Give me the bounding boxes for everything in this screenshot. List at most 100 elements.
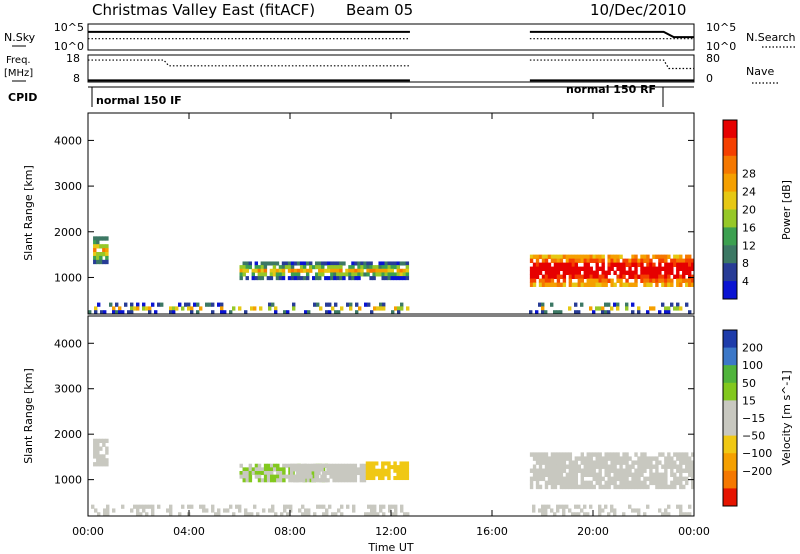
beam-label: Beam 05	[346, 1, 413, 19]
range-gate-cell	[217, 512, 221, 517]
range-gate-cell	[628, 258, 632, 264]
range-gate-cell	[304, 508, 308, 513]
range-gate-cell	[217, 508, 221, 513]
range-gate-cell	[631, 254, 635, 260]
range-gate-cell	[562, 460, 567, 465]
range-gate-cell	[679, 266, 683, 272]
y-tick-label: 3000	[54, 383, 82, 396]
range-gate-cell	[307, 512, 311, 517]
range-gate-cell	[577, 464, 582, 469]
range-gate-cell	[601, 456, 605, 461]
range-gate-cell	[190, 306, 194, 311]
range-gate-cell	[541, 302, 545, 307]
range-gate-cell	[286, 512, 290, 517]
range-gate-cell	[290, 471, 294, 476]
range-gate-cell	[399, 461, 403, 466]
range-gate-cell	[263, 474, 268, 479]
range-gate-cell	[341, 474, 345, 479]
range-gate-cell	[553, 460, 558, 465]
range-gate-cell	[553, 452, 558, 457]
range-gate-cell	[112, 306, 116, 311]
range-gate-cell	[676, 504, 680, 509]
range-gate-cell	[550, 508, 554, 513]
range-gate-cell	[535, 456, 540, 461]
range-gate-cell	[314, 463, 318, 468]
range-gate-cell	[556, 452, 561, 457]
range-gate-cell	[667, 306, 671, 311]
range-gate-cell	[571, 270, 576, 275]
range-gate-cell	[279, 471, 283, 476]
range-gate-cell	[166, 508, 170, 513]
range-gate-cell	[315, 261, 319, 266]
range-gate-cell	[329, 463, 333, 468]
range-gate-cell	[322, 512, 326, 517]
range-gate-cell	[529, 266, 534, 272]
range-gate-cell	[589, 258, 593, 264]
freq-strip: Freq. [MHz] 18 8 80 0 Nave	[4, 52, 778, 85]
range-gate-cell	[571, 282, 576, 287]
range-gate-cell	[544, 472, 549, 478]
range-gate-cell	[359, 467, 364, 472]
range-gate-cell	[239, 268, 243, 273]
range-gate-cell	[405, 465, 410, 470]
range-gate-cell	[568, 464, 573, 469]
x-axis: 00:00 04:00 08:00 12:00 16:00 20:00 00:00 Time…	[72, 113, 710, 554]
range-gate-cell	[637, 484, 641, 490]
range-gate-cell	[535, 254, 540, 260]
range-gate-cell	[610, 476, 614, 482]
range-gate-cell	[670, 480, 674, 486]
range-gate-cell	[260, 268, 265, 273]
range-gate-cell	[679, 504, 683, 509]
range-gate-cell	[538, 302, 542, 307]
range-gate-cell	[643, 452, 647, 457]
range-gate-cell	[631, 302, 635, 307]
range-gate-cell	[529, 480, 534, 486]
nave-tick-top: 80	[706, 52, 720, 65]
range-gate-cell	[538, 456, 543, 461]
range-gate-cell	[102, 438, 106, 444]
range-gate-cell	[169, 306, 173, 311]
range-gate-cell	[288, 463, 292, 468]
range-gate-cell	[248, 265, 252, 270]
range-gate-cell	[266, 478, 271, 483]
range-gate-cell	[333, 276, 337, 281]
range-gate-cell	[97, 302, 101, 307]
range-gate-cell	[598, 476, 602, 482]
range-gate-cell	[367, 504, 371, 509]
range-gate-cell	[544, 274, 549, 279]
range-gate-cell	[544, 484, 549, 490]
range-gate-cell	[574, 468, 579, 473]
nave-series-line	[88, 59, 410, 67]
range-gate-cell	[529, 270, 534, 275]
range-gate-cell	[580, 484, 584, 490]
range-gate-cell	[269, 478, 274, 483]
range-gate-cell	[586, 262, 590, 268]
range-gate-cell	[393, 461, 397, 466]
range-gate-cell	[388, 504, 392, 509]
range-gate-cell	[559, 452, 564, 457]
range-gate-cell	[304, 512, 308, 517]
range-gate-cell	[405, 268, 410, 273]
range-gate-cell	[175, 306, 179, 311]
range-gate-cell	[598, 274, 602, 279]
range-gate-cell	[550, 266, 555, 272]
range-gate-cell	[254, 276, 259, 281]
range-gate-cell	[245, 478, 250, 483]
range-gate-cell	[169, 508, 173, 513]
range-gate-cell	[655, 456, 659, 461]
range-gate-cell	[96, 462, 100, 467]
range-gate-cell	[583, 258, 587, 264]
range-gate-cell	[682, 452, 686, 457]
range-gate-cell	[595, 460, 599, 465]
range-gate-cell	[661, 472, 665, 478]
range-gate-cell	[586, 484, 590, 490]
range-gate-cell	[269, 467, 274, 472]
range-gate-cell	[535, 262, 540, 268]
range-gate-cell	[293, 463, 297, 468]
range-gate-cell	[283, 310, 287, 315]
range-gate-cell	[532, 262, 537, 268]
range-gate-cell	[357, 261, 361, 266]
range-gate-cell	[565, 266, 570, 272]
range-gate-cell	[535, 460, 540, 465]
range-gate-cell	[319, 504, 323, 509]
